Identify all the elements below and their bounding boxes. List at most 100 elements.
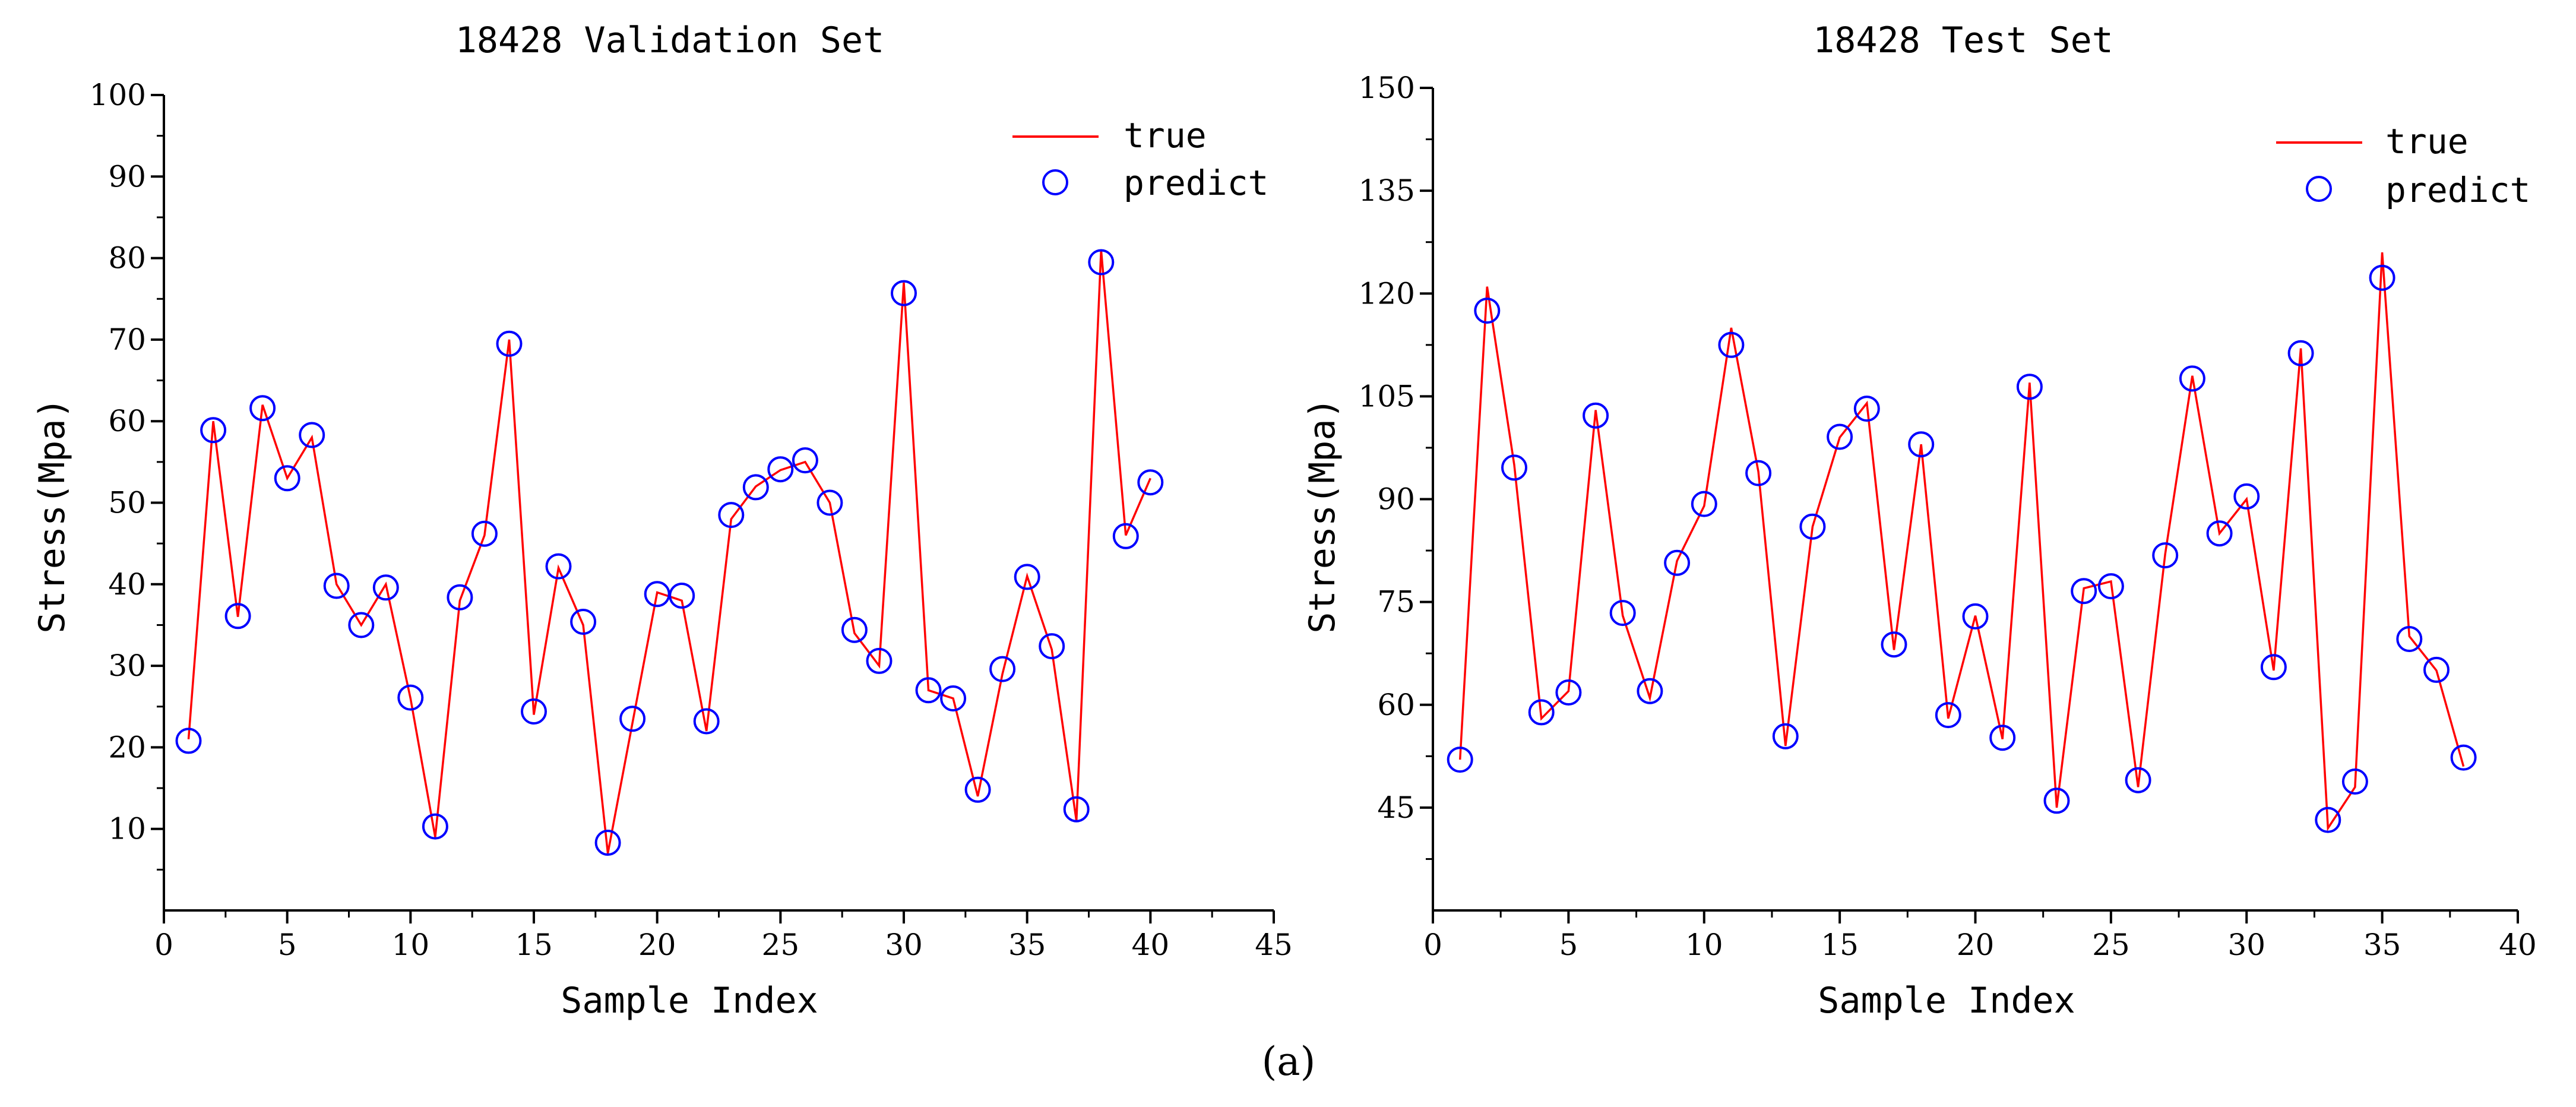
validation-predict-point — [397, 684, 424, 711]
validation-predict-point — [471, 520, 498, 547]
test-x-tick-label: 5 — [1559, 928, 1578, 962]
validation-predict-point — [742, 474, 769, 501]
validation-legend-true-label: true — [1124, 115, 1207, 156]
test-y-tick-label: 75 — [1377, 585, 1415, 619]
validation-predict-point — [175, 728, 202, 754]
test-predict-point — [1501, 454, 1527, 481]
test-predict-point — [2016, 374, 2043, 400]
test-predict-point — [1637, 678, 1663, 704]
validation-predict-point — [422, 813, 448, 840]
validation-predict-point — [323, 573, 350, 599]
validation-legend: true predict — [1012, 115, 1268, 203]
test-predict-point — [1555, 679, 1582, 706]
test-legend-predict-label: predict — [2385, 170, 2530, 210]
validation-legend-predict-label: predict — [1124, 163, 1268, 203]
validation-x-tick-label: 15 — [515, 928, 553, 962]
validation-y-tick-label: 50 — [108, 486, 146, 520]
test-predict-point — [1827, 423, 1853, 450]
validation-predict-point — [570, 609, 597, 635]
validation-y-tick-label: 100 — [90, 78, 146, 112]
validation-predict-point — [792, 447, 818, 474]
validation-predict-point — [841, 616, 868, 643]
validation-predict-point — [866, 647, 893, 674]
validation-predict-point — [1014, 564, 1040, 590]
test-chart: 18428 Test Set Sample Index Stress(Mpa) … — [1302, 20, 2537, 1021]
validation-y-tick-label: 60 — [108, 404, 146, 438]
test-predict-point — [1691, 491, 1717, 517]
validation-predict-point — [545, 553, 572, 580]
validation-chart-title: 18428 Validation Set — [455, 20, 884, 61]
validation-chart: 18428 Validation Set Sample Index Stress… — [31, 20, 1293, 1021]
validation-predict-point — [940, 685, 967, 711]
test-chart-title: 18428 Test Set — [1813, 20, 2113, 61]
test-x-tick-label: 20 — [1957, 928, 1995, 962]
validation-predict-point — [496, 330, 523, 357]
validation-predict-point — [767, 456, 794, 483]
test-x-axis-label: Sample Index — [1818, 980, 2075, 1021]
validation-predict-point — [817, 489, 843, 516]
test-predict-point — [2450, 744, 2477, 771]
validation-y-tick-label: 30 — [108, 649, 146, 683]
validation-predict-point — [989, 656, 1016, 682]
test-predict-point — [1935, 702, 1961, 729]
validation-predict-point — [1063, 796, 1090, 823]
test-predict-point — [1528, 699, 1555, 726]
validation-predict-point — [1088, 249, 1115, 276]
test-legend: true predict — [2276, 121, 2530, 210]
validation-x-tick-label: 35 — [1008, 928, 1046, 962]
test-predict-point — [2260, 654, 2287, 681]
test-predict-point — [1772, 723, 1799, 749]
test-x-tick-label: 10 — [1685, 928, 1723, 962]
validation-predict-point — [372, 574, 399, 601]
validation-predict-point — [594, 830, 621, 856]
validation-plot-area: 0 5 10 15 20 25 30 35 40 45 10 20 30 40 50 60 70 80 90 100 — [90, 78, 1293, 962]
test-x-tick-label: 30 — [2227, 928, 2265, 962]
test-y-tick-label: 60 — [1377, 688, 1415, 722]
validation-predict-point — [274, 465, 300, 492]
test-predict-point — [1989, 725, 2016, 751]
validation-x-tick-label: 0 — [154, 928, 173, 962]
test-predict-point — [2341, 768, 2368, 795]
validation-true-series-line — [187, 249, 1151, 854]
test-predict-point — [1664, 549, 1691, 576]
test-predict-point — [2043, 787, 2070, 814]
validation-y-tick-label: 40 — [108, 567, 146, 602]
test-legend-true-label: true — [2385, 121, 2469, 162]
validation-legend-predict-swatch — [1042, 169, 1068, 195]
test-y-tick-label: 135 — [1359, 173, 1415, 208]
test-true-series-line — [1458, 252, 2465, 831]
validation-predict-point — [1039, 633, 1065, 660]
validation-x-axis-label: Sample Index — [561, 980, 818, 1021]
test-predict-point — [1908, 431, 1935, 458]
test-y-tick-label: 120 — [1359, 276, 1415, 311]
validation-predict-point — [348, 612, 375, 638]
test-x-tick-label: 25 — [2092, 928, 2130, 962]
validation-y-tick-label: 10 — [108, 812, 146, 846]
test-predict-point — [1447, 747, 1473, 773]
test-predict-point — [1609, 600, 1636, 627]
validation-y-axis-label: Stress(Mpa) — [31, 397, 73, 633]
validation-x-tick-label: 45 — [1255, 928, 1293, 962]
test-predict-point — [2125, 767, 2151, 793]
test-predict-point — [1853, 396, 1880, 422]
validation-y-tick-label: 80 — [108, 241, 146, 276]
validation-x-tick-label: 10 — [392, 928, 430, 962]
test-x-tick-label: 0 — [1423, 928, 1442, 962]
test-predict-point — [2206, 520, 2233, 547]
validation-predict-point — [299, 422, 325, 448]
validation-y-tick-label: 90 — [108, 159, 146, 194]
validation-predict-point — [718, 502, 745, 529]
test-predict-point — [2152, 542, 2179, 569]
test-predict-point — [1799, 513, 1826, 540]
test-predict-point — [2097, 573, 2124, 600]
test-y-tick-label: 90 — [1377, 482, 1415, 517]
test-predict-point — [1745, 460, 1772, 486]
test-y-tick-label: 45 — [1377, 790, 1415, 825]
test-predict-point — [1583, 402, 1609, 429]
test-x-tick-label: 35 — [2363, 928, 2401, 962]
test-y-tick-label: 150 — [1359, 71, 1415, 105]
test-predict-point — [1881, 631, 1907, 658]
validation-predict-point — [1112, 523, 1139, 549]
